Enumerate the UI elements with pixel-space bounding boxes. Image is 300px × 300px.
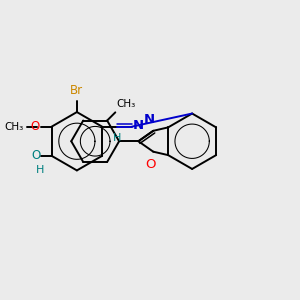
Text: O: O bbox=[146, 158, 156, 170]
Text: Br: Br bbox=[70, 84, 83, 97]
Text: H: H bbox=[112, 133, 121, 143]
Text: CH₃: CH₃ bbox=[4, 122, 23, 132]
Text: N: N bbox=[144, 112, 155, 126]
Text: O: O bbox=[31, 149, 40, 162]
Text: CH₃: CH₃ bbox=[117, 99, 136, 110]
Text: H: H bbox=[36, 165, 45, 175]
Text: N: N bbox=[133, 119, 144, 132]
Text: O: O bbox=[30, 120, 39, 133]
